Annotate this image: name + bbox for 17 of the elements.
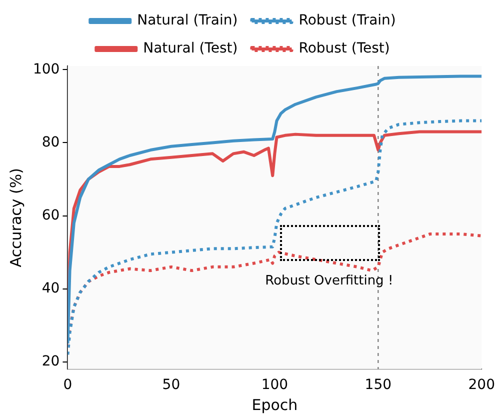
- x-tick-label: 0: [63, 377, 72, 394]
- y-tick-label: 40: [42, 280, 60, 296]
- legend-label: Natural (Test): [143, 40, 238, 57]
- x-axis-title: Epoch: [252, 396, 298, 414]
- y-tick-label: 100: [32, 61, 60, 78]
- legend-label: Robust (Train): [298, 12, 396, 29]
- y-tick-label: 80: [42, 134, 60, 150]
- legend-label: Natural (Train): [137, 12, 238, 29]
- x-tick-label: 200: [468, 377, 496, 394]
- y-axis-title: Accuracy (%): [6, 168, 25, 268]
- annotation: Robust Overfitting !: [265, 273, 394, 288]
- x-tick-label: 100: [261, 377, 288, 394]
- y-tick-label: 60: [42, 207, 60, 224]
- y-tick-label: 20: [42, 354, 60, 370]
- x-tick-label: 150: [364, 377, 392, 394]
- legend-label: Robust (Test): [298, 40, 390, 57]
- x-tick-label: 50: [162, 377, 180, 394]
